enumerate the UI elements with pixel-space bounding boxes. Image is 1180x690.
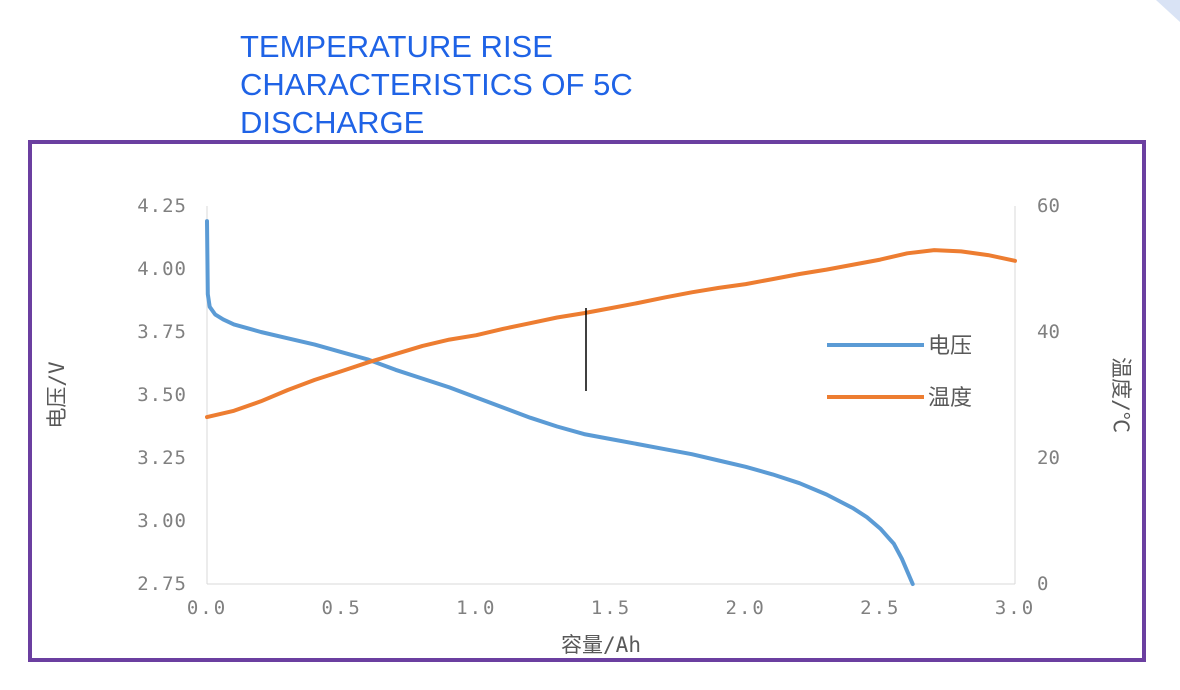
x-axis-title: 容量/Ah bbox=[561, 633, 641, 657]
voltage-series-line bbox=[205, 219, 915, 586]
y-tick-label: 3.00 bbox=[137, 510, 187, 532]
axes-layer: 0.0 0.5 1.0 1.5 2.0 2.5 3.0 2.75 3.00 3.25 3.50 3.7… bbox=[45, 195, 1133, 657]
y-tick-label: 3.25 bbox=[137, 447, 187, 469]
y2-tick-label: 20 bbox=[1037, 447, 1060, 469]
chart-svg: 0.0 0.5 1.0 1.5 2.0 2.5 3.0 2.75 3.00 3.25 3.50 3.7… bbox=[45, 195, 1133, 657]
corner-decoration bbox=[1156, 0, 1180, 22]
legend-label: 电压 bbox=[928, 334, 972, 359]
y2-tick-label: 60 bbox=[1037, 195, 1060, 217]
x-tick-label: 0.5 bbox=[322, 597, 362, 619]
temperature-series-line bbox=[205, 248, 1017, 420]
y2-axis-title: 温度/℃ bbox=[1109, 357, 1133, 433]
y-tick-label: 3.75 bbox=[137, 321, 187, 343]
x-tick-label: 2.0 bbox=[726, 597, 766, 619]
y-tick-label: 4.25 bbox=[137, 195, 187, 217]
y-tick-label: 2.75 bbox=[137, 573, 187, 595]
y2-tick-label: 40 bbox=[1037, 321, 1060, 343]
chart-frame: 0.0 0.5 1.0 1.5 2.0 2.5 3.0 2.75 3.00 3.25 3.50 3.7… bbox=[28, 140, 1146, 662]
x-tick-label: 1.0 bbox=[456, 597, 496, 619]
y-axis-title: 电压/V bbox=[45, 361, 69, 429]
x-tick-label: 1.5 bbox=[591, 597, 631, 619]
y-tick-label: 3.50 bbox=[137, 384, 187, 406]
y-tick-label: 4.00 bbox=[137, 258, 187, 280]
x-tick-label: 3.0 bbox=[995, 597, 1035, 619]
page-title: TEMPERATURE RISE CHARACTERISTICS OF 5C D… bbox=[240, 29, 633, 140]
series-layer bbox=[205, 219, 1017, 586]
legend-label: 温度 bbox=[928, 386, 972, 411]
x-tick-label: 2.5 bbox=[860, 597, 900, 619]
y2-tick-label: 0 bbox=[1037, 573, 1048, 595]
x-tick-label: 0.0 bbox=[187, 597, 227, 619]
